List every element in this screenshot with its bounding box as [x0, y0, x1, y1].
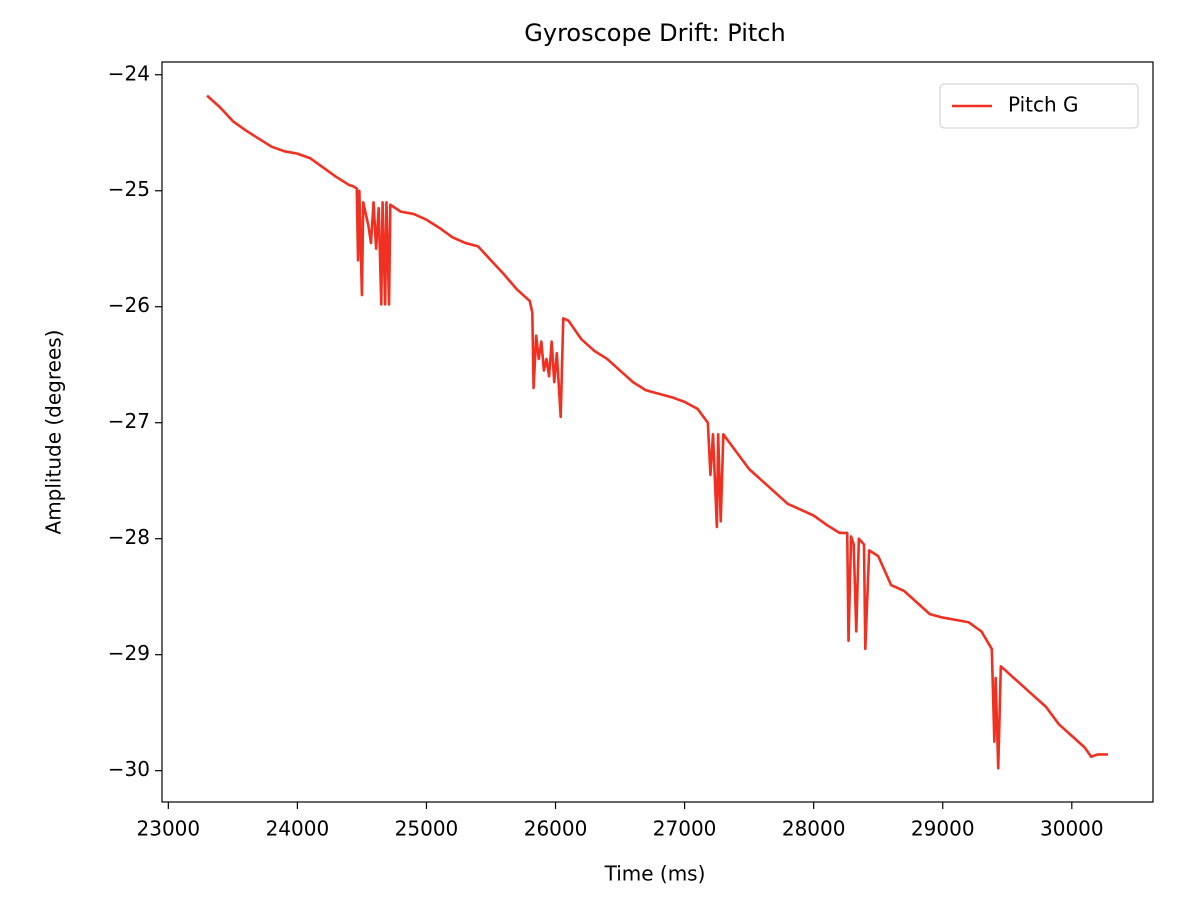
y-tick-label: −28: [108, 525, 150, 549]
x-tick-label: 24000: [266, 817, 330, 841]
x-tick-label: 30000: [1040, 817, 1104, 841]
x-axis-label: Time (ms): [604, 862, 706, 886]
y-tick-label: −25: [108, 177, 150, 201]
y-tick-label: −27: [108, 409, 150, 433]
y-tick-label: −26: [108, 293, 150, 317]
data-line: [206, 94, 1108, 770]
y-tick-label: −24: [108, 61, 150, 85]
axes-frame: [161, 61, 1154, 803]
x-tick-label: 26000: [524, 817, 588, 841]
y-axis-label: Amplitude (degrees): [42, 330, 66, 535]
y-tick-label: −29: [108, 641, 150, 665]
x-tick-label: 29000: [911, 817, 975, 841]
x-tick-label: 27000: [653, 817, 717, 841]
x-tick-label: 25000: [395, 817, 459, 841]
y-tick-label: −30: [108, 757, 150, 781]
chart-title: Gyroscope Drift: Pitch: [524, 19, 785, 47]
legend-label: Pitch G: [1008, 93, 1079, 117]
x-tick-label: 23000: [137, 817, 201, 841]
legend-box: [939, 83, 1139, 129]
x-tick-label: 28000: [782, 817, 846, 841]
